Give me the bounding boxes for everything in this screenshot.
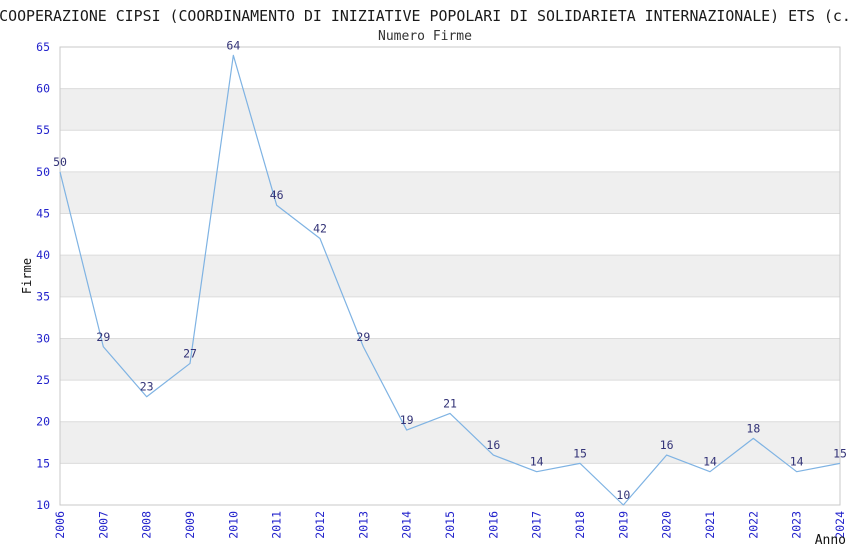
y-tick-label: 15 bbox=[36, 456, 50, 470]
y-tick-label: 45 bbox=[36, 206, 50, 220]
x-tick-label: 2014 bbox=[400, 511, 414, 539]
x-tick-label: 2019 bbox=[616, 511, 630, 539]
background-band bbox=[60, 171, 840, 214]
point-label: 21 bbox=[443, 396, 457, 410]
x-tick-label: 2018 bbox=[573, 511, 587, 539]
x-tick-label: 2022 bbox=[746, 511, 760, 539]
y-axis-label: Firme bbox=[20, 257, 34, 295]
y-tick-label: 20 bbox=[36, 415, 50, 429]
y-tick-label: 55 bbox=[36, 123, 50, 137]
x-tick-label: 2013 bbox=[356, 511, 370, 539]
y-tick-label: 30 bbox=[36, 331, 50, 345]
x-tick-label: 2023 bbox=[790, 511, 804, 539]
point-label: 29 bbox=[96, 330, 110, 344]
x-tick-label: 2008 bbox=[140, 511, 154, 539]
x-tick-label: 2006 bbox=[53, 511, 67, 539]
y-tick-label: 40 bbox=[36, 248, 50, 262]
chart-subtitle: Numero Firme bbox=[378, 29, 472, 44]
y-tick-label: 25 bbox=[36, 373, 50, 387]
x-tick-label: 2021 bbox=[703, 511, 717, 539]
point-label: 64 bbox=[226, 38, 240, 52]
series-line bbox=[59, 54, 841, 506]
y-tick-label: 10 bbox=[36, 498, 50, 512]
y-tick-label: 35 bbox=[36, 290, 50, 304]
point-label: 50 bbox=[53, 155, 67, 169]
x-tick-label: 2016 bbox=[486, 511, 500, 539]
y-tick-label: 50 bbox=[36, 165, 50, 179]
x-tick-label: 2012 bbox=[313, 511, 327, 539]
x-tick-label: 2009 bbox=[183, 511, 197, 539]
point-label: 15 bbox=[833, 446, 847, 460]
x-tick-label: 2010 bbox=[226, 511, 240, 539]
chart-title: COOPERAZIONE CIPSI (COORDINAMENTO DI INI… bbox=[0, 7, 850, 25]
plot-border bbox=[59, 46, 841, 506]
y-tick-label: 65 bbox=[36, 40, 50, 54]
point-label: 19 bbox=[400, 413, 414, 427]
point-label: 10 bbox=[616, 488, 630, 502]
x-tick-label: 2017 bbox=[530, 511, 544, 539]
point-label: 14 bbox=[530, 455, 544, 469]
background-band bbox=[60, 421, 840, 464]
point-label: 16 bbox=[660, 438, 674, 452]
point-label: 18 bbox=[746, 421, 760, 435]
point-label: 42 bbox=[313, 222, 327, 236]
x-tick-label: 2007 bbox=[96, 511, 110, 539]
x-tick-label: 2011 bbox=[270, 511, 284, 539]
point-label: 23 bbox=[140, 380, 154, 394]
point-label: 15 bbox=[573, 446, 587, 460]
point-label: 29 bbox=[356, 330, 370, 344]
point-label: 16 bbox=[486, 438, 500, 452]
y-tick-label: 60 bbox=[36, 82, 50, 96]
x-tick-label: 2024 bbox=[833, 511, 847, 539]
x-tick-label: 2015 bbox=[443, 511, 457, 539]
point-label: 14 bbox=[790, 455, 804, 469]
point-label: 14 bbox=[703, 455, 717, 469]
point-label: 27 bbox=[183, 346, 197, 360]
point-label: 46 bbox=[270, 188, 284, 202]
background-band bbox=[60, 255, 840, 297]
x-axis-label: Anno bbox=[814, 533, 846, 548]
background-band bbox=[60, 88, 840, 131]
x-tick-label: 2020 bbox=[660, 511, 674, 539]
